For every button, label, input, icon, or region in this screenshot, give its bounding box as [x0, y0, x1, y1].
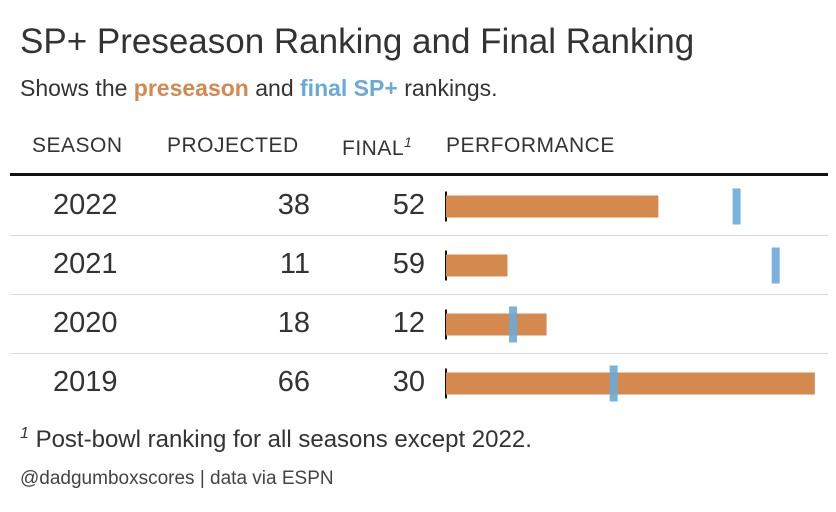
subtitle-suffix: rankings.: [404, 75, 498, 101]
projected-cell: 66: [277, 366, 310, 398]
final-cell: 59: [392, 248, 425, 280]
final-marker: [609, 365, 618, 402]
final-cell: 52: [392, 189, 425, 221]
preseason-bar: [446, 195, 659, 218]
season-cell: 2020: [53, 307, 118, 339]
preseason-bar: [446, 372, 815, 395]
subtitle-preseason-highlight: preseason: [133, 75, 249, 101]
footnote-mark: 1: [20, 425, 29, 442]
season-cell: 2021: [53, 248, 118, 280]
final-marker: [771, 247, 780, 284]
projected-cell: 38: [277, 189, 310, 221]
header-rule: [10, 173, 828, 176]
subtitle-prefix: Shows the: [20, 75, 128, 101]
final-marker: [509, 306, 518, 343]
final-cell: 30: [392, 366, 425, 398]
header-final-label: FINAL: [342, 137, 405, 160]
footnote-text: Post-bowl ranking for all seasons except…: [35, 426, 532, 453]
season-cell: 2019: [53, 366, 118, 398]
header-season: SEASON: [32, 134, 123, 157]
chart-title: SP+ Preseason Ranking and Final Ranking: [20, 22, 695, 61]
final-cell: 12: [392, 307, 425, 339]
subtitle-middle: and: [255, 75, 294, 101]
performance-chart: [445, 188, 815, 402]
row-divider: [10, 235, 828, 236]
subtitle-final-highlight: final SP+: [300, 75, 398, 101]
row-divider: [10, 353, 828, 354]
final-marker: [732, 188, 741, 225]
projected-cell: 11: [279, 248, 310, 280]
header-final-footnote-mark: 1: [404, 134, 413, 150]
footnote: 1 Post-bowl ranking for all seasons exce…: [20, 425, 532, 454]
preseason-bar: [446, 254, 508, 277]
source-credit: @dadgumboxscores | data via ESPN: [20, 468, 334, 489]
row-divider: [10, 294, 828, 295]
season-cell: 2022: [53, 189, 118, 221]
header-projected: PROJECTED: [167, 134, 299, 157]
header-performance: PERFORMANCE: [446, 134, 615, 157]
header-final: FINAL1: [342, 134, 412, 161]
preseason-bar: [446, 313, 547, 336]
chart-subtitle: Shows the preseason and final SP+ rankin…: [20, 75, 498, 102]
projected-cell: 18: [277, 307, 310, 339]
